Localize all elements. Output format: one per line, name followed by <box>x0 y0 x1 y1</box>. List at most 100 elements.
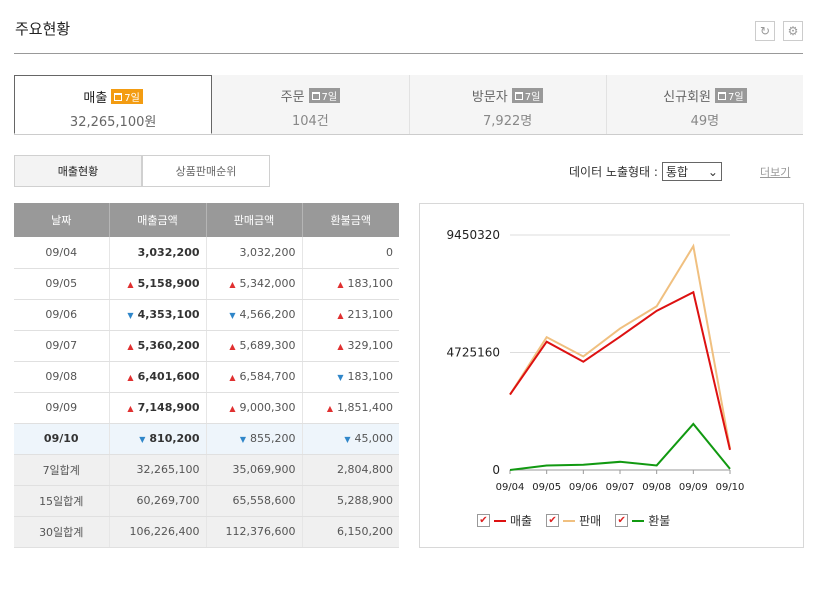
calendar-icon <box>718 91 727 100</box>
summary-tab-orders[interactable]: 주문 7일 104건 <box>212 75 410 134</box>
down-arrow-icon: ▼ <box>344 435 351 444</box>
chevron-down-icon: ⌄ <box>707 164 718 179</box>
refresh-icon[interactable]: ↻ <box>755 21 775 41</box>
cell-refund: ▲ 329,100 <box>302 330 399 362</box>
display-type-control: 데이터 노출형태 : 통합 ⌄ <box>569 162 722 181</box>
cell-date: 09/07 <box>14 330 110 362</box>
period-badge: 7일 <box>111 89 143 104</box>
cell-sales: 60,269,700 <box>109 485 207 517</box>
calendar-icon <box>311 91 320 100</box>
summary-tab-visitors[interactable]: 방문자 7일 7,922명 <box>410 75 607 134</box>
legend-swatch <box>632 519 645 522</box>
table-row: 09/04 3,032,200 3,032,200 0 <box>14 237 399 269</box>
total-row: 15일합계 60,269,700 65,558,600 5,288,900 <box>14 485 399 517</box>
down-arrow-icon: ▼ <box>337 373 344 382</box>
line-chart: 9450320 4725160 0 09/04 09/05 09/06 09/07 09/08… <box>447 228 745 493</box>
legend-swatch <box>494 519 506 522</box>
x-tick-label: 09/09 <box>679 482 708 493</box>
up-arrow-icon: ▲ <box>326 404 334 413</box>
up-arrow-icon: ▲ <box>337 342 344 351</box>
cell-date: 09/09 <box>14 392 110 424</box>
display-type-label: 데이터 노출형태 : <box>569 165 658 179</box>
up-arrow-icon: ▲ <box>337 280 344 289</box>
series-line-sold <box>509 243 731 449</box>
cell-sales: 106,226,400 <box>109 516 207 548</box>
summary-label: 매출 <box>83 91 108 106</box>
summary-value: 104건 <box>291 114 329 129</box>
summary-tab-new-members[interactable]: 신규회원 7일 49명 <box>607 75 803 134</box>
legend-item[interactable]: ✔ 환불 <box>615 512 670 529</box>
page-title: 주요현황 <box>15 20 71 38</box>
cell-sold: 3,032,200 <box>206 237 303 269</box>
table-row: 09/06 ▼ 4,353,100 ▼ 4,566,200 ▲ 213,100 <box>14 299 399 331</box>
x-tick-label: 09/10 <box>716 482 745 493</box>
summary-tab-sales[interactable]: 매출 7일 32,265,100원 <box>14 75 213 134</box>
cell-sold: 112,376,600 <box>206 516 303 548</box>
column-header: 날짜 <box>14 203 110 237</box>
x-tick-label: 09/04 <box>496 482 525 493</box>
down-arrow-icon: ▼ <box>139 435 146 444</box>
up-arrow-icon: ▲ <box>127 342 134 351</box>
tab-product-ranking[interactable]: 상품판매순위 <box>142 155 270 187</box>
table-row: 09/08 ▲ 6,401,600 ▲ 6,584,700 ▼ 183,100 <box>14 361 399 393</box>
legend-label: 매출 <box>510 514 533 528</box>
summary-tabs: 매출 7일 32,265,100원 주문 7일 104건 방문자 7일 7,92… <box>14 75 803 135</box>
more-link[interactable]: 더보기 <box>760 166 791 179</box>
period-badge: 7일 <box>511 88 544 103</box>
y-tick-label: 9450320 <box>447 228 500 242</box>
legend-item[interactable]: ✔ 판매 <box>546 512 601 529</box>
select-value: 통합 <box>665 165 689 179</box>
y-tick-label: 0 <box>492 463 500 477</box>
cell-total-label: 15일합계 <box>14 485 110 517</box>
badge-label: 7일 <box>524 92 541 103</box>
checkbox-icon[interactable]: ✔ <box>477 514 490 527</box>
cell-sales: ▲ 5,158,900 <box>109 268 207 300</box>
cell-refund: ▲ 213,100 <box>302 299 399 331</box>
y-tick-label: 4725160 <box>447 346 500 360</box>
cell-sold: 35,069,900 <box>206 454 303 486</box>
tab-sales-status[interactable]: 매출현황 <box>14 155 142 187</box>
cell-refund: 6,150,200 <box>302 516 399 548</box>
x-tick-label: 09/05 <box>532 482 561 493</box>
cell-sales: ▼ 4,353,100 <box>109 299 207 331</box>
checkbox-icon[interactable]: ✔ <box>546 514 560 527</box>
gear-icon[interactable]: ⚙ <box>783 21 803 41</box>
column-header: 환불금액 <box>302 203 399 237</box>
checkbox-icon[interactable]: ✔ <box>615 514 629 527</box>
badge-label: 7일 <box>321 92 338 103</box>
cell-date: 09/10 <box>14 423 110 455</box>
legend-label: 판매 <box>579 514 602 528</box>
cell-sold: ▲ 5,342,000 <box>206 268 303 300</box>
up-arrow-icon: ▲ <box>337 311 344 320</box>
summary-value: 7,922명 <box>483 114 533 129</box>
cell-refund: 0 <box>302 237 399 269</box>
cell-date: 09/05 <box>14 268 110 300</box>
total-row: 30일합계 106,226,400 112,376,600 6,150,200 <box>14 516 399 548</box>
display-type-select[interactable]: 통합 ⌄ <box>661 162 722 181</box>
total-row: 7일합계 32,265,100 35,069,900 2,804,800 <box>14 454 399 486</box>
cell-total-label: 30일합계 <box>14 516 110 548</box>
title-divider <box>14 53 803 54</box>
cell-sales: 3,032,200 <box>109 237 207 269</box>
series-line-refund <box>509 422 731 471</box>
period-badge: 7일 <box>308 88 341 103</box>
cell-date: 09/04 <box>14 237 110 269</box>
cell-sales: ▲ 5,360,200 <box>109 330 207 362</box>
cell-sold: ▼ 4,566,200 <box>206 299 303 331</box>
legend-item[interactable]: ✔ 매출 <box>477 512 532 529</box>
sales-chart: 9450320 4725160 0 09/04 09/05 09/06 09/07 09/08… <box>419 203 804 548</box>
legend-label: 환불 <box>648 514 671 528</box>
up-arrow-icon: ▲ <box>127 404 134 413</box>
calendar-icon <box>514 91 523 100</box>
table-row: 09/05 ▲ 5,158,900 ▲ 5,342,000 ▲ 183,100 <box>14 268 399 300</box>
up-arrow-icon: ▲ <box>127 280 134 289</box>
cell-sold: ▲ 5,689,300 <box>206 330 303 362</box>
down-arrow-icon: ▼ <box>229 311 236 320</box>
cell-sales: ▼ 810,200 <box>109 423 207 455</box>
cell-sales: ▲ 7,148,900 <box>109 392 207 424</box>
cell-sold: 65,558,600 <box>206 485 303 517</box>
up-arrow-icon: ▲ <box>127 373 134 382</box>
up-arrow-icon: ▲ <box>229 373 236 382</box>
summary-value: 32,265,100원 <box>69 115 157 130</box>
table-header-row: 날짜 매출금액 판매금액 환불금액 <box>14 203 399 237</box>
